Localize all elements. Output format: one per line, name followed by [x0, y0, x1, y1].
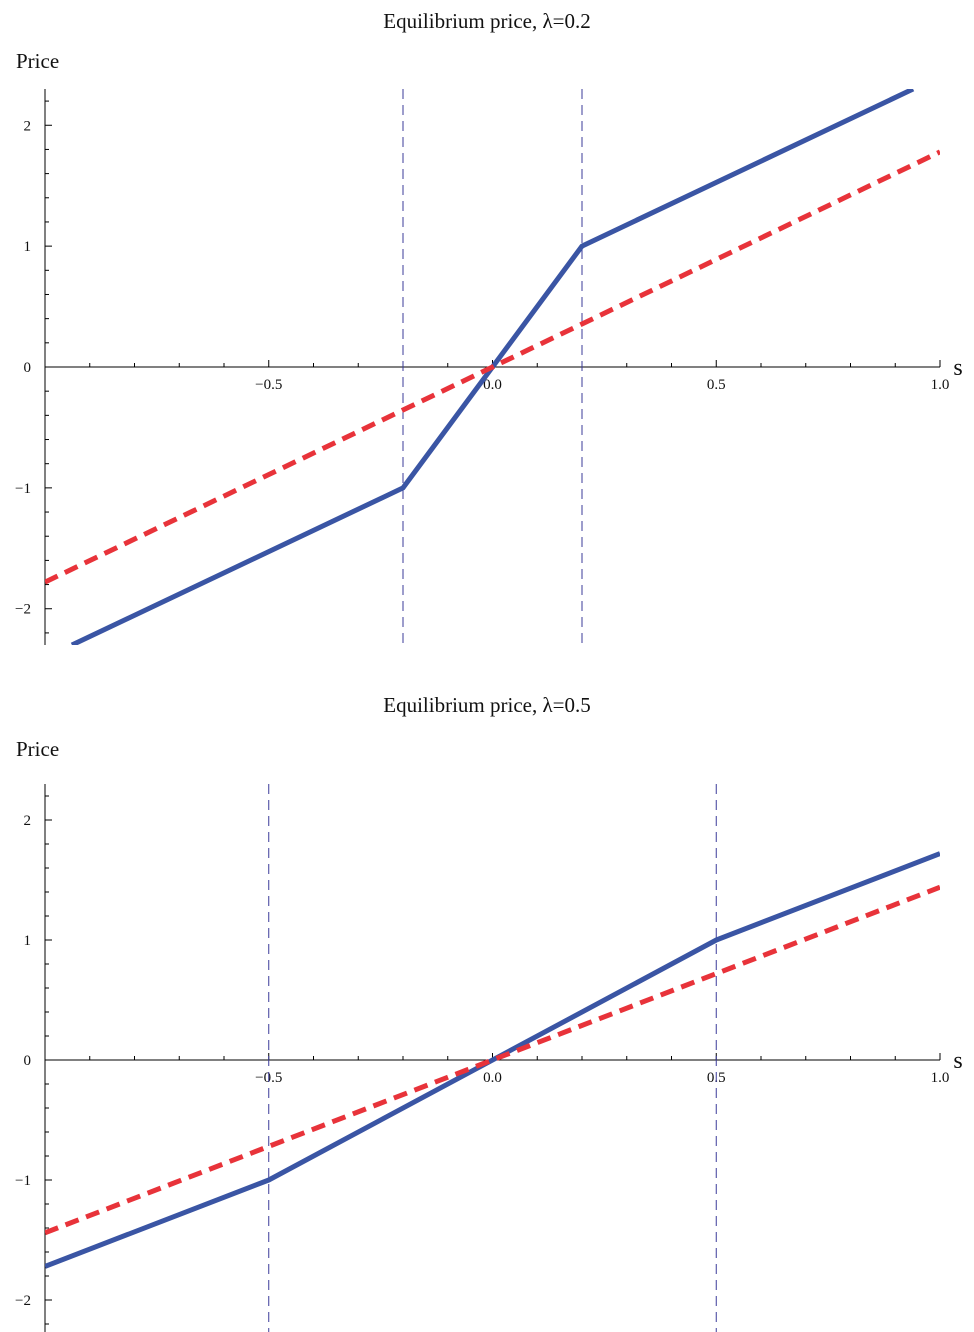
x-tick-label: −0.5	[255, 377, 282, 393]
y-tick-label: −2	[15, 1293, 31, 1309]
x-tick-label: 1.0	[931, 1070, 950, 1086]
solid-price-line	[45, 851, 940, 1269]
y-tick-label: 0	[24, 360, 32, 376]
x-tick-label: 0.5	[707, 377, 726, 393]
x-axis-label: s	[953, 355, 962, 381]
y-tick-label: 1	[24, 239, 32, 255]
y-tick-label: 2	[24, 813, 32, 829]
chart-title: Equilibrium price, λ=0.5	[383, 693, 591, 717]
x-tick-label: 1.0	[931, 377, 950, 393]
dashed-price-line	[45, 884, 940, 1236]
chart-title: Equilibrium price, λ=0.2	[383, 9, 591, 33]
y-tick-label: −1	[15, 1173, 31, 1189]
dashed-price-line	[45, 149, 940, 585]
y-tick-label: −2	[15, 602, 31, 618]
x-axis-label: s	[953, 1048, 962, 1074]
y-tick-label: 0	[24, 1053, 32, 1069]
y-axis-label: Price	[16, 737, 59, 761]
y-axis-label: Price	[16, 49, 59, 73]
x-tick-label: 0.0	[483, 1070, 502, 1086]
y-tick-label: 2	[24, 118, 32, 134]
chart-lambda-0-2: Equilibrium price, λ=0.2 Price s −0.5 0.0 0.5…	[15, 9, 963, 645]
y-tick-label: −1	[15, 481, 31, 497]
x-tick-label: 0.0	[483, 377, 502, 393]
y-tick-label: 1	[24, 933, 32, 949]
